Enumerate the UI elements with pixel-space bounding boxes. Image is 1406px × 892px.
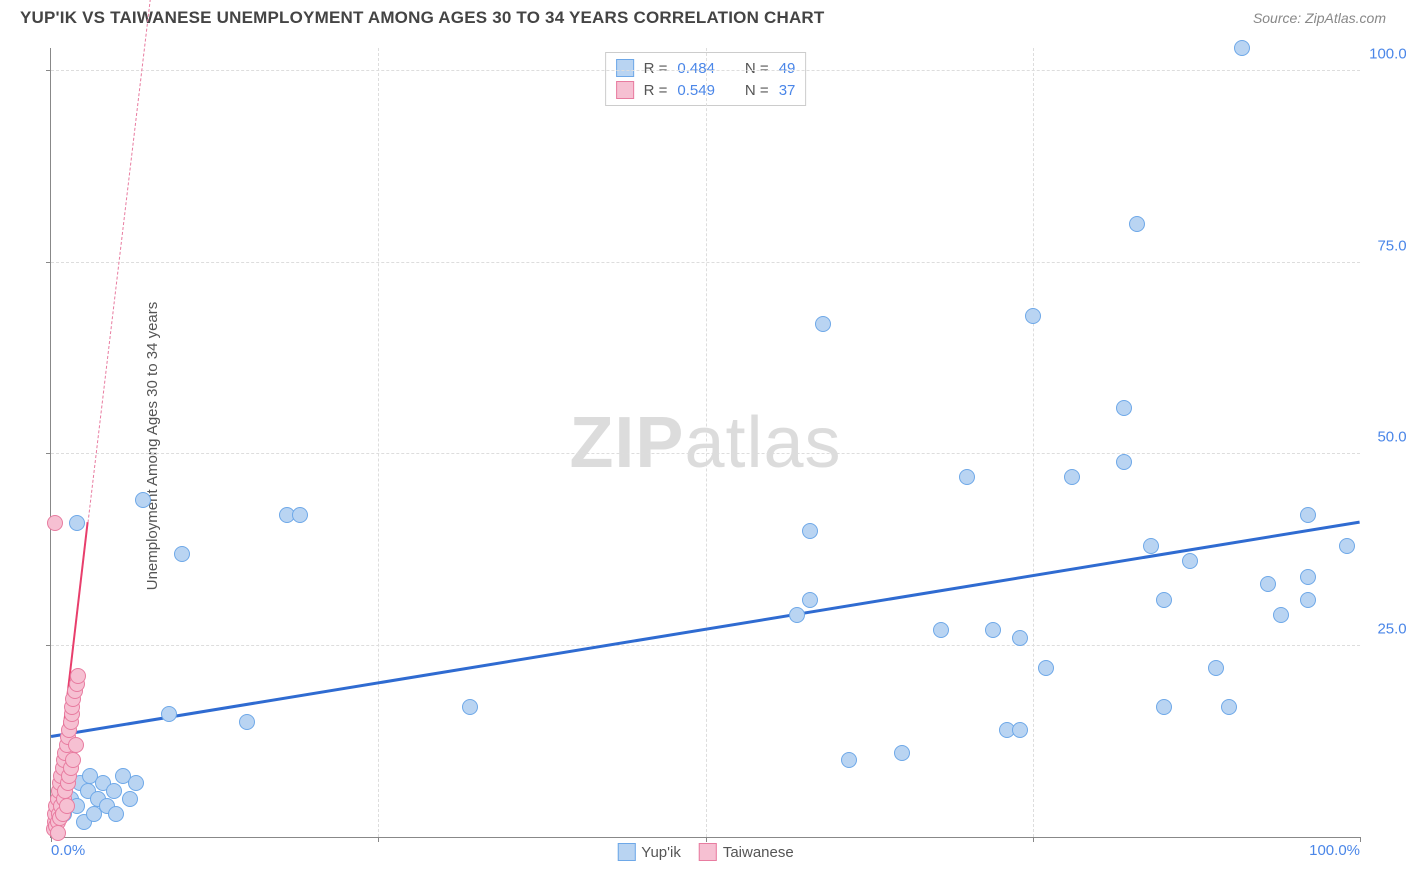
data-point [161,706,177,722]
source-label: Source: ZipAtlas.com [1253,10,1386,26]
swatch-taiwanese [616,81,634,99]
data-point [1012,722,1028,738]
swatch-yupik [616,59,634,77]
data-point [174,546,190,562]
x-tick-label: 0.0% [51,842,85,859]
data-point [122,791,138,807]
chart-title: YUP'IK VS TAIWANESE UNEMPLOYMENT AMONG A… [20,8,824,28]
data-point [894,745,910,761]
x-tick-label: 100.0% [1309,842,1360,859]
data-point [239,714,255,730]
data-point [106,783,122,799]
data-point [815,316,831,332]
data-point [128,775,144,791]
data-point [1064,469,1080,485]
data-point [1339,538,1355,554]
r-label-1: R = [644,82,668,99]
n-label-0: N = [745,60,769,77]
data-point [68,737,84,753]
data-point [1300,592,1316,608]
data-point [1300,507,1316,523]
data-point [1038,660,1054,676]
data-point [50,825,66,841]
data-point [1116,454,1132,470]
legend-label-0: Yup'ik [641,844,681,861]
n-value-1: 37 [779,82,796,99]
data-point [802,592,818,608]
data-point [69,515,85,531]
data-point [802,523,818,539]
data-point [462,699,478,715]
data-point [1300,569,1316,585]
data-point [135,492,151,508]
legend-item-taiwanese: Taiwanese [699,843,794,861]
data-point [1012,630,1028,646]
data-point [70,668,86,684]
y-tick-label: 25.0% [1365,620,1406,637]
data-point [1156,592,1172,608]
data-point [1273,607,1289,623]
y-tick-label: 75.0% [1365,237,1406,254]
data-point [108,806,124,822]
scatter-chart: ZIPatlas R = 0.484 N = 49 R = 0.549 N = … [50,48,1360,838]
data-point [789,607,805,623]
data-point [1182,553,1198,569]
data-point [933,622,949,638]
data-point [1025,308,1041,324]
data-point [1260,576,1276,592]
data-point [292,507,308,523]
r-value-1: 0.549 [677,82,715,99]
r-label-0: R = [644,60,668,77]
y-tick-label: 50.0% [1365,429,1406,446]
data-point [1221,699,1237,715]
data-point [47,515,63,531]
data-point [985,622,1001,638]
y-tick-label: 100.0% [1365,45,1406,62]
watermark-light: atlas [684,403,841,483]
swatch-taiwanese-b [699,843,717,861]
chart-header: YUP'IK VS TAIWANESE UNEMPLOYMENT AMONG A… [0,0,1406,32]
data-point [1129,216,1145,232]
legend-label-1: Taiwanese [723,844,794,861]
data-point [1234,40,1250,56]
n-label-1: N = [745,82,769,99]
swatch-yupik-b [617,843,635,861]
data-point [959,469,975,485]
series-legend: Yup'ik Taiwanese [617,843,793,861]
data-point [1116,400,1132,416]
data-point [59,798,75,814]
data-point [841,752,857,768]
r-value-0: 0.484 [677,60,715,77]
data-point [65,752,81,768]
n-value-0: 49 [779,60,796,77]
legend-item-yupik: Yup'ik [617,843,681,861]
data-point [1143,538,1159,554]
watermark-bold: ZIP [569,403,684,483]
data-point [1156,699,1172,715]
data-point [1208,660,1224,676]
